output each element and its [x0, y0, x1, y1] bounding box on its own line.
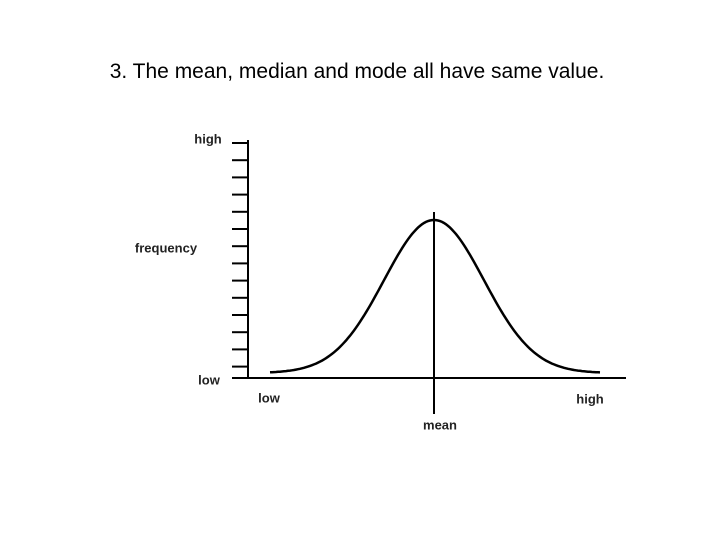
slide-title: 3. The mean, median and mode all have sa…: [110, 60, 605, 83]
mean-label: mean: [423, 417, 457, 432]
y-high-label: high: [194, 131, 221, 146]
normal-curve-diagram: high frequency low low high mean: [135, 131, 626, 432]
bell-curve: [269, 218, 601, 374]
x-high-label: high: [576, 391, 603, 406]
y-low-label: low: [198, 372, 221, 387]
y-axis-ticks: [232, 142, 248, 368]
y-frequency-label: frequency: [135, 240, 198, 255]
x-low-label: low: [258, 390, 281, 405]
